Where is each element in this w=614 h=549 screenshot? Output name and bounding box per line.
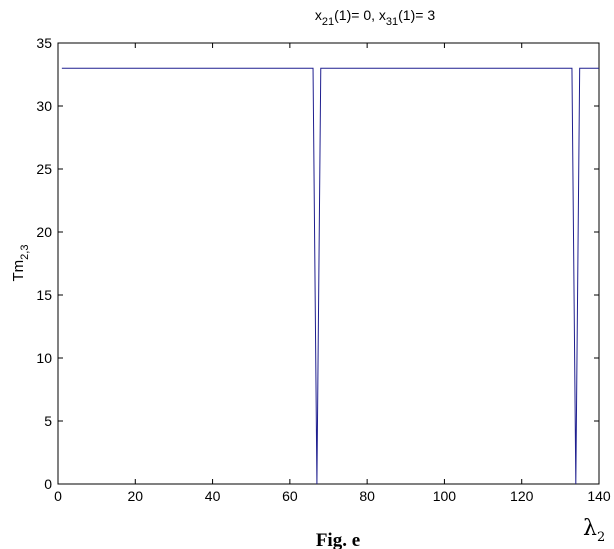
x-axis-label: λ2: [583, 516, 605, 545]
y-tick-label: 0: [44, 476, 52, 492]
x-tick-label: 40: [205, 488, 221, 504]
ticks-layer: 0 20 40 60 80 100 120 140 0 5 10 15 20 25 30 35: [36, 35, 610, 504]
figure-caption: Fig. e: [316, 530, 360, 549]
title-x21-sub: 21: [322, 16, 334, 28]
title-x31-base: x: [379, 7, 386, 23]
ylabel-sub: 2,3: [19, 245, 31, 260]
x-tick-label: 100: [433, 488, 457, 504]
x-tick-label: 120: [510, 488, 534, 504]
plot-area-frame: [57, 42, 600, 485]
xlabel-base: λ: [583, 516, 597, 541]
title-x31-sub: 31: [386, 16, 398, 28]
series-line: [61, 67, 599, 485]
y-tick-label: 20: [36, 224, 52, 240]
y-tick-label: 5: [44, 413, 52, 429]
x-tick-label: 80: [359, 488, 375, 504]
y-axis-label: Tm2,3: [10, 245, 31, 282]
x-tick-label: 140: [587, 488, 611, 504]
y-tick-label: 35: [36, 35, 52, 51]
ylabel-base: Tm: [10, 260, 27, 282]
y-tick-label: 25: [36, 161, 52, 177]
title-x31-rest: (1)= 3: [398, 7, 435, 23]
xlabel-sub: 2: [597, 530, 605, 545]
y-tick-label: 10: [36, 350, 52, 366]
x-tick-label: 0: [54, 488, 62, 504]
y-tick-label: 15: [36, 287, 52, 303]
x-tick-label: 60: [282, 488, 298, 504]
series-layer: [61, 67, 599, 485]
title-x21-rest: (1)= 0,: [334, 7, 379, 23]
title-x21-base: x: [315, 7, 322, 23]
chart-title: x21(1)= 0, x31(1)= 3: [315, 7, 435, 28]
y-tick-label: 30: [36, 98, 52, 114]
x-tick-label: 20: [127, 488, 143, 504]
